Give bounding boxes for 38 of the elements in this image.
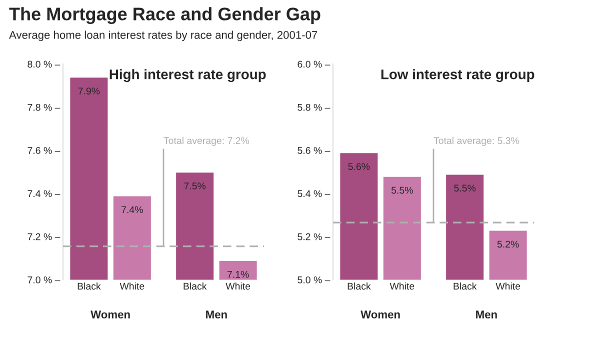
- data-label: 5.5%: [454, 184, 476, 192]
- y-tick-label: 5.6 % –: [298, 147, 330, 154]
- chart-subtitle: Average home loan interest rates by race and gender, 2001-07: [9, 30, 318, 42]
- annotation: High interest rate group: [110, 69, 266, 82]
- ref-line-label: Total average: 5.3%: [434, 136, 520, 146]
- y-tick-label: 8.0 % –: [28, 60, 60, 68]
- x-tick-label: White: [496, 282, 520, 290]
- text: Women: [90, 310, 130, 318]
- x-tick-label: White: [390, 282, 414, 290]
- ref-line-label: Total average: 7.2%: [164, 136, 250, 146]
- data-label: 7.5%: [184, 182, 206, 190]
- data-label: 5.5%: [391, 186, 413, 194]
- data-label: 7.1%: [227, 270, 249, 278]
- y-tick-label: 7.4 % –: [28, 190, 60, 198]
- x-tick-label: Black: [348, 282, 371, 290]
- text: Men: [476, 310, 497, 318]
- x-tick-label: Black: [78, 282, 101, 290]
- data-label: 7.9%: [78, 88, 100, 94]
- y-tick-label: 7.2 % –: [28, 233, 60, 240]
- y-tick-label: 5.4 % –: [298, 190, 330, 198]
- y-tick-label: 5.0 % –: [298, 276, 330, 284]
- text: Men: [206, 310, 227, 318]
- y-tick-label: 5.8 % –: [298, 104, 330, 111]
- y-tick-label: 6.0 % –: [298, 60, 330, 68]
- x-tick-label: White: [120, 282, 144, 290]
- y-tick-label: 7.0 % –: [28, 276, 60, 284]
- y-tick-label: 7.8 % –: [28, 104, 60, 111]
- annotation: Low interest rate group: [381, 69, 534, 82]
- y-tick-label: 5.2 % –: [298, 233, 330, 240]
- chart-title: The Mortgage Race and Gender Gap: [9, 7, 320, 24]
- x-tick-label: Black: [454, 282, 477, 290]
- x-tick-label: White: [226, 282, 250, 290]
- y-tick-label: 7.6 % –: [28, 147, 60, 154]
- data-label: 7.4%: [122, 206, 143, 214]
- x-tick-label: Black: [184, 282, 207, 290]
- data-label: 5.6%: [348, 163, 370, 170]
- data-label: 5.2%: [497, 240, 519, 248]
- text: Women: [360, 310, 400, 318]
